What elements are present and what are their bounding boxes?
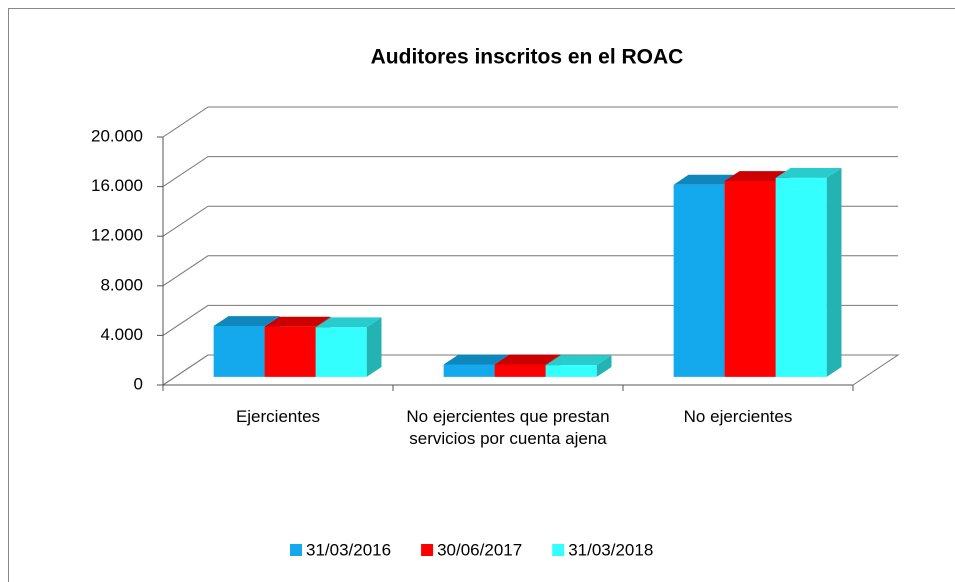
chart-title: Auditores inscritos en el ROAC: [371, 46, 684, 69]
grid-line: [162, 255, 898, 287]
grid-line: [162, 354, 898, 386]
y-tick-label: 20.000: [91, 126, 143, 145]
grid-line: [162, 304, 898, 336]
y-tick-label: 8.000: [100, 275, 143, 294]
x-tick-label: Ejercientes: [235, 407, 321, 426]
legend-swatch: [290, 544, 302, 556]
bar: [775, 167, 842, 377]
bar: [545, 355, 612, 377]
bar-top: [264, 316, 331, 327]
bar-front: [775, 177, 827, 377]
bar-top: [494, 354, 561, 365]
grid-line: [162, 205, 898, 237]
chart-border: [8, 8, 955, 582]
bar-side: [826, 167, 842, 377]
bar-front: [315, 327, 367, 377]
y-tick-label: 0: [134, 374, 143, 393]
bar-side: [596, 355, 612, 377]
y-tick-label: 12.000: [91, 226, 143, 245]
bar-front: [724, 180, 776, 377]
bar-front: [443, 364, 495, 377]
y-tick-label: 16.000: [91, 176, 143, 195]
bar-front: [264, 326, 316, 377]
bar-top: [673, 174, 740, 185]
legend-swatch: [421, 544, 434, 556]
bar-front: [545, 365, 597, 377]
bar-front: [494, 364, 546, 377]
bar-front: [673, 184, 725, 377]
bar-top: [775, 167, 842, 178]
y-tick-label: 4.000: [100, 325, 143, 344]
grid-line: [162, 156, 898, 188]
grid-line: [162, 106, 898, 138]
bar-top: [213, 316, 280, 327]
x-tick-label: No ejercientes que prestan servicios por…: [406, 407, 610, 448]
legend-label: 31/03/2018: [568, 540, 653, 559]
bar-top: [315, 317, 382, 328]
bar-side: [366, 317, 382, 377]
legend-label: 31/03/2016: [306, 540, 391, 559]
bar-front: [213, 326, 265, 377]
x-tick-label: No ejercientes: [683, 407, 793, 426]
bar: [315, 317, 382, 377]
bar-top: [545, 355, 612, 366]
bar-top: [724, 171, 791, 181]
bar-top: [443, 354, 510, 365]
legend-label: 30/06/2017: [437, 540, 522, 559]
legend-swatch: [552, 544, 565, 556]
